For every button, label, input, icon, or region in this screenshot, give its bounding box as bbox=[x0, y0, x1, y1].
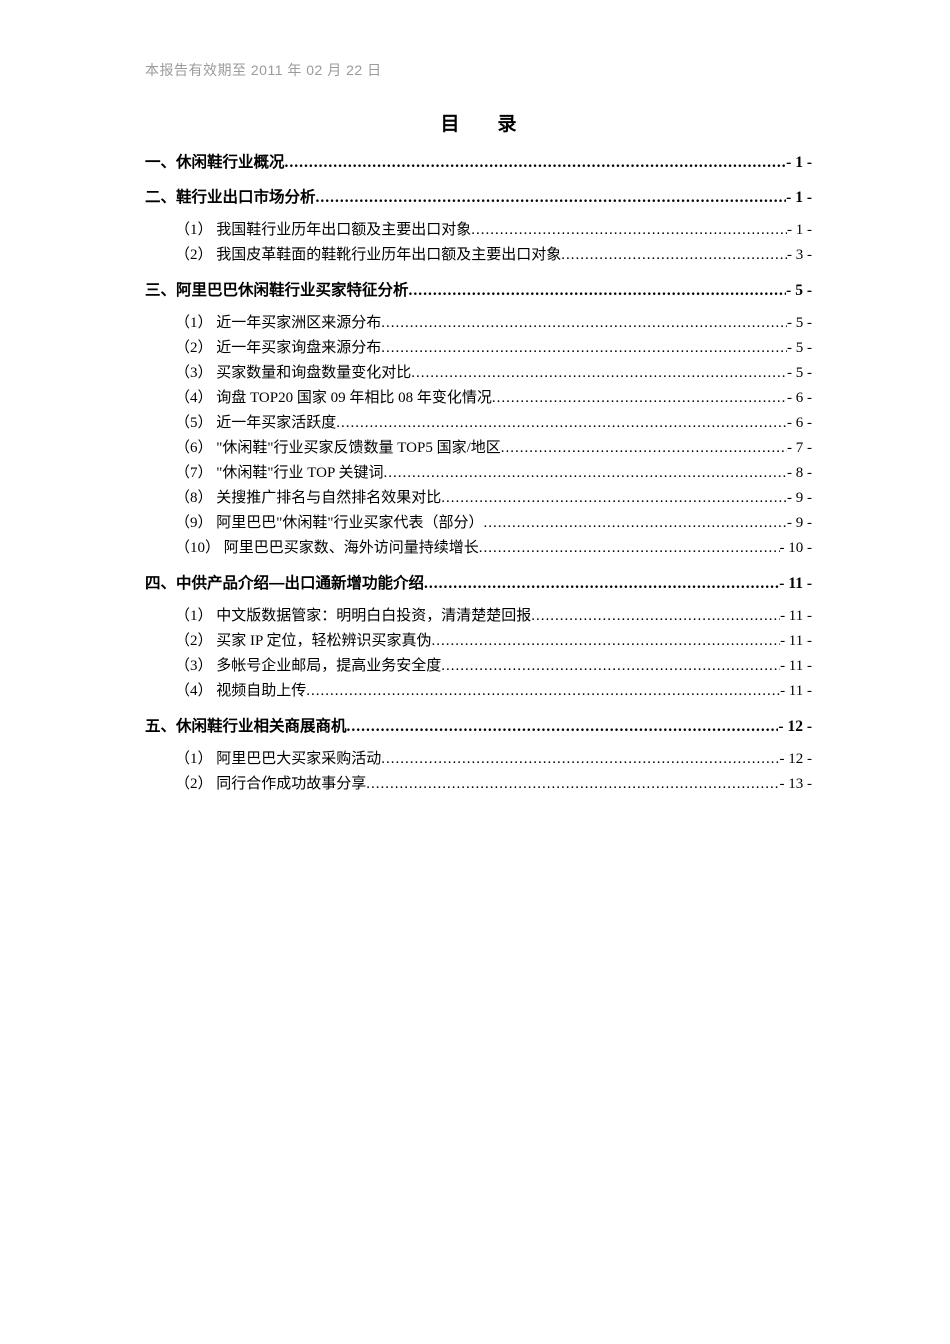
toc-dot-leader bbox=[471, 218, 787, 243]
toc-dot-leader bbox=[441, 486, 787, 511]
toc-entry-sub[interactable]: （1） 近一年买家洲区来源分布 - 5 - bbox=[145, 311, 812, 336]
toc-entry-sub[interactable]: （10） 阿里巴巴买家数、海外访问量持续增长 - 10 - bbox=[145, 536, 812, 561]
toc-entry-page: - 9 - bbox=[787, 490, 812, 506]
toc-entry-page: - 11 - bbox=[780, 608, 812, 624]
toc-dot-leader bbox=[336, 411, 787, 436]
toc-entry-label: （2） 近一年买家询盘来源分布 bbox=[175, 340, 382, 356]
toc-entry-page: - 11 - bbox=[780, 683, 812, 699]
toc-entry-page: - 12 - bbox=[778, 718, 812, 735]
toc-entry-label: （1） 中文版数据管家：明明白白投资，清清楚楚回报 bbox=[175, 608, 532, 624]
toc-dot-leader bbox=[306, 679, 780, 704]
toc-entry-label: （1） 阿里巴巴大买家采购活动 bbox=[175, 751, 382, 767]
toc-dot-leader bbox=[366, 772, 779, 797]
toc-dot-leader bbox=[381, 311, 787, 336]
toc-dot-leader bbox=[411, 361, 787, 386]
toc-entry-sub[interactable]: （2） 我国皮革鞋面的鞋靴行业历年出口额及主要出口对象 - 3 - bbox=[145, 243, 812, 268]
toc-entry-page: - 7 - bbox=[787, 440, 812, 456]
toc-entry-page: - 6 - bbox=[787, 415, 812, 431]
toc-entry-sub[interactable]: （2） 同行合作成功故事分享 - 13 - bbox=[145, 772, 812, 797]
toc-dot-leader bbox=[384, 461, 787, 486]
toc-entry-label: （1） 我国鞋行业历年出口额及主要出口对象 bbox=[175, 222, 472, 238]
toc-entry-heading[interactable]: 一、休闲鞋行业概况 - 1 - bbox=[145, 150, 812, 175]
toc-title: 目 录 bbox=[440, 114, 517, 135]
toc-entry-sub[interactable]: （2） 近一年买家询盘来源分布 - 5 - bbox=[145, 336, 812, 361]
toc-dot-leader bbox=[531, 604, 780, 629]
toc-entry-label: 四、中供产品介绍—出口通新增功能介绍 bbox=[145, 575, 425, 592]
toc-dot-leader bbox=[381, 747, 779, 772]
toc-entry-page: - 9 - bbox=[787, 515, 812, 531]
toc-entry-page: - 13 - bbox=[779, 776, 813, 792]
toc-entry-label: （6） "休闲鞋"行业买家反馈数量 TOP5 国家/地区 bbox=[175, 440, 501, 456]
toc-entry-page: - 11 - bbox=[780, 658, 812, 674]
toc-entry-page: - 1 - bbox=[787, 222, 812, 238]
toc-entry-page: - 8 - bbox=[787, 465, 812, 481]
toc-dot-leader bbox=[501, 436, 787, 461]
toc-entry-label: （2） 买家 IP 定位，轻松辨识买家真伪 bbox=[175, 633, 432, 649]
toc-entry-label: （2） 我国皮革鞋面的鞋靴行业历年出口额及主要出口对象 bbox=[175, 247, 562, 263]
toc-entry-label: 二、鞋行业出口市场分析 bbox=[145, 189, 316, 206]
toc-entry-sub[interactable]: （8） 关搜推广排名与自然排名效果对比 - 9 - bbox=[145, 486, 812, 511]
toc-entry-label: （3） 买家数量和询盘数量变化对比 bbox=[175, 365, 412, 381]
toc-entry-label: （3） 多帐号企业邮局，提高业务安全度 bbox=[175, 658, 442, 674]
toc-dot-leader bbox=[441, 654, 780, 679]
toc-entry-page: - 1 - bbox=[786, 154, 812, 171]
toc-entry-label: 一、休闲鞋行业概况 bbox=[145, 154, 285, 171]
toc-entry-sub[interactable]: （2） 买家 IP 定位，轻松辨识买家真伪 - 11 - bbox=[145, 629, 812, 654]
toc-entry-label: 三、阿里巴巴休闲鞋行业买家特征分析 bbox=[145, 282, 409, 299]
toc-entry-page: - 11 - bbox=[779, 575, 812, 592]
toc-entry-page: - 12 - bbox=[779, 751, 813, 767]
toc-dot-leader bbox=[479, 536, 780, 561]
toc-dot-leader bbox=[285, 150, 787, 175]
toc-entry-sub[interactable]: （4） 视频自助上传 - 11 - bbox=[145, 679, 812, 704]
toc-dot-leader bbox=[424, 571, 779, 596]
toc-entry-page: - 3 - bbox=[787, 247, 812, 263]
toc-entry-sub[interactable]: （1） 中文版数据管家：明明白白投资，清清楚楚回报 - 11 - bbox=[145, 604, 812, 629]
toc-dot-leader bbox=[381, 336, 787, 361]
toc-entry-heading[interactable]: 三、阿里巴巴休闲鞋行业买家特征分析 - 5 - bbox=[145, 278, 812, 303]
toc-content: 目 录 一、休闲鞋行业概况 - 1 - 二、鞋行业出口市场分析 - 1 - （1… bbox=[145, 110, 812, 797]
toc-entry-label: （8） 关搜推广排名与自然排名效果对比 bbox=[175, 490, 442, 506]
toc-entry-page: - 10 - bbox=[779, 540, 813, 556]
toc-entry-sub[interactable]: （3） 多帐号企业邮局，提高业务安全度 - 11 - bbox=[145, 654, 812, 679]
toc-entry-sub[interactable]: （6） "休闲鞋"行业买家反馈数量 TOP5 国家/地区 - 7 - bbox=[145, 436, 812, 461]
toc-entry-sub[interactable]: （3） 买家数量和询盘数量变化对比 - 5 - bbox=[145, 361, 812, 386]
toc-entry-page: - 11 - bbox=[780, 633, 812, 649]
toc-entry-sub[interactable]: （1） 我国鞋行业历年出口额及主要出口对象 - 1 - bbox=[145, 218, 812, 243]
toc-entry-heading[interactable]: 五、休闲鞋行业相关商展商机 - 12 - bbox=[145, 714, 812, 739]
toc-entry-sub[interactable]: （4） 询盘 TOP20 国家 09 年相比 08 年变化情况 - 6 - bbox=[145, 386, 812, 411]
toc-entry-page: - 5 - bbox=[787, 315, 812, 331]
toc-entry-page: - 5 - bbox=[786, 282, 812, 299]
toc-entry-label: （2） 同行合作成功故事分享 bbox=[175, 776, 367, 792]
toc-entry-label: （10） 阿里巴巴买家数、海外访问量持续增长 bbox=[175, 540, 479, 556]
toc-entry-label: 五、休闲鞋行业相关商展商机 bbox=[145, 718, 347, 735]
toc-entry-page: - 6 - bbox=[787, 390, 812, 406]
toc-entry-sub[interactable]: （1） 阿里巴巴大买家采购活动 - 12 - bbox=[145, 747, 812, 772]
toc-dot-leader bbox=[347, 714, 779, 739]
toc-entry-page: - 5 - bbox=[787, 365, 812, 381]
toc-entry-page: - 5 - bbox=[787, 340, 812, 356]
toc-entry-sub[interactable]: （9） 阿里巴巴"休闲鞋"行业买家代表（部分） - 9 - bbox=[145, 511, 812, 536]
toc-entry-label: （5） 近一年买家活跃度 bbox=[175, 415, 337, 431]
toc-entry-label: （1） 近一年买家洲区来源分布 bbox=[175, 315, 382, 331]
toc-list: 一、休闲鞋行业概况 - 1 - 二、鞋行业出口市场分析 - 1 - （1） 我国… bbox=[145, 150, 812, 797]
toc-dot-leader bbox=[432, 629, 781, 654]
toc-dot-leader bbox=[484, 511, 788, 536]
toc-entry-page: - 1 - bbox=[786, 189, 812, 206]
toc-dot-leader bbox=[561, 243, 787, 268]
toc-entry-label: （4） 询盘 TOP20 国家 09 年相比 08 年变化情况 bbox=[175, 390, 492, 406]
toc-entry-heading[interactable]: 四、中供产品介绍—出口通新增功能介绍 - 11 - bbox=[145, 571, 812, 596]
toc-entry-sub[interactable]: （5） 近一年买家活跃度 - 6 - bbox=[145, 411, 812, 436]
toc-dot-leader bbox=[492, 386, 787, 411]
toc-entry-label: （4） 视频自助上传 bbox=[175, 683, 307, 699]
toc-dot-leader bbox=[316, 185, 787, 210]
toc-entry-sub[interactable]: （7） "休闲鞋"行业 TOP 关键词 - 8 - bbox=[145, 461, 812, 486]
report-validity-note: 本报告有效期至 2011 年 02 月 22 日 bbox=[145, 62, 382, 78]
toc-dot-leader bbox=[409, 278, 787, 303]
toc-entry-heading[interactable]: 二、鞋行业出口市场分析 - 1 - bbox=[145, 185, 812, 210]
toc-entry-label: （7） "休闲鞋"行业 TOP 关键词 bbox=[175, 465, 384, 481]
toc-entry-label: （9） 阿里巴巴"休闲鞋"行业买家代表（部分） bbox=[175, 515, 484, 531]
